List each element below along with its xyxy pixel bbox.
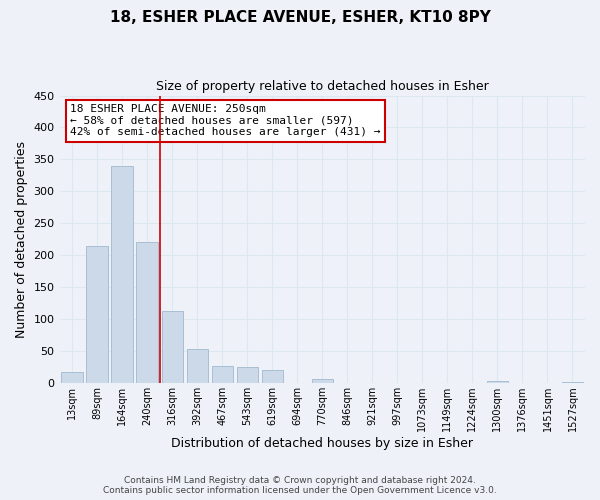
Bar bbox=[86, 246, 108, 383]
Bar bbox=[161, 311, 183, 383]
Bar bbox=[112, 166, 133, 383]
Bar bbox=[187, 349, 208, 383]
Y-axis label: Number of detached properties: Number of detached properties bbox=[15, 141, 28, 338]
Bar bbox=[236, 367, 258, 383]
Bar bbox=[61, 372, 83, 383]
Text: 18, ESHER PLACE AVENUE, ESHER, KT10 8PY: 18, ESHER PLACE AVENUE, ESHER, KT10 8PY bbox=[110, 10, 490, 25]
Bar bbox=[487, 381, 508, 383]
Bar bbox=[311, 378, 333, 383]
Bar bbox=[262, 370, 283, 383]
Bar bbox=[212, 366, 233, 383]
Text: Contains HM Land Registry data © Crown copyright and database right 2024.
Contai: Contains HM Land Registry data © Crown c… bbox=[103, 476, 497, 495]
Bar bbox=[136, 242, 158, 383]
X-axis label: Distribution of detached houses by size in Esher: Distribution of detached houses by size … bbox=[171, 437, 473, 450]
Bar bbox=[562, 382, 583, 383]
Title: Size of property relative to detached houses in Esher: Size of property relative to detached ho… bbox=[156, 80, 488, 93]
Text: 18 ESHER PLACE AVENUE: 250sqm
← 58% of detached houses are smaller (597)
42% of : 18 ESHER PLACE AVENUE: 250sqm ← 58% of d… bbox=[70, 104, 380, 138]
